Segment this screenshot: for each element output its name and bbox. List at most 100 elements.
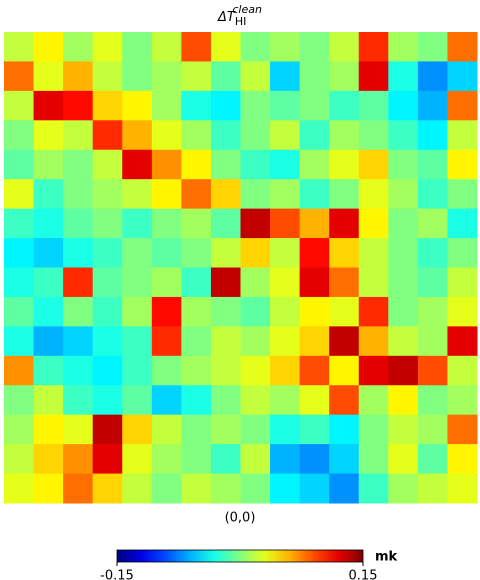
heatmap-cell <box>33 473 64 504</box>
heatmap-cell <box>4 32 35 62</box>
heatmap-cell <box>151 414 182 445</box>
heatmap-cell <box>417 267 448 298</box>
heatmap-cell <box>210 267 241 298</box>
heatmap-cell <box>329 90 360 121</box>
heatmap-cell <box>417 385 448 416</box>
heatmap-cell <box>4 355 35 386</box>
heatmap-cell <box>270 296 301 327</box>
heatmap-cell <box>181 473 212 504</box>
heatmap-cell <box>122 90 153 121</box>
heatmap-cell <box>4 296 35 327</box>
heatmap-cell <box>447 61 478 92</box>
heatmap-cell <box>92 61 123 92</box>
heatmap-cell <box>447 414 478 445</box>
heatmap-cell <box>358 238 389 268</box>
heatmap-cell <box>329 326 360 357</box>
heatmap-cell <box>358 90 389 121</box>
heatmap-cell <box>417 61 448 92</box>
heatmap-cell <box>299 296 330 327</box>
heatmap-cell <box>358 473 389 504</box>
heatmap-cell <box>33 267 64 298</box>
heatmap-cell <box>417 149 448 180</box>
heatmap-cell <box>33 296 64 327</box>
heatmap-cell <box>151 208 182 239</box>
heatmap-cell <box>447 473 478 504</box>
heatmap-cell <box>92 90 123 121</box>
heatmap-cell <box>358 414 389 445</box>
heatmap-cell <box>358 355 389 386</box>
heatmap-cell <box>417 120 448 151</box>
heatmap-cell <box>4 238 35 268</box>
heatmap-cell <box>122 296 153 327</box>
heatmap-cell <box>240 444 271 475</box>
heatmap-cell <box>270 208 301 239</box>
heatmap-cell <box>270 179 301 210</box>
heatmap-cell <box>122 444 153 475</box>
heatmap-cell <box>329 355 360 386</box>
heatmap-cell <box>299 326 330 357</box>
heatmap-cell <box>270 414 301 445</box>
colorbar <box>116 549 364 563</box>
heatmap-cell <box>181 326 212 357</box>
heatmap-cell <box>447 32 478 62</box>
heatmap-cell <box>181 90 212 121</box>
heatmap-cell <box>417 355 448 386</box>
heatmap-cell <box>151 61 182 92</box>
heatmap-cell <box>33 90 64 121</box>
heatmap-cell <box>210 32 241 62</box>
heatmap <box>4 32 478 504</box>
heatmap-cell <box>122 120 153 151</box>
heatmap-cell <box>299 208 330 239</box>
heatmap-cell <box>181 179 212 210</box>
heatmap-cell <box>210 473 241 504</box>
heatmap-cell <box>447 120 478 151</box>
heatmap-cell <box>92 208 123 239</box>
heatmap-cell <box>358 149 389 180</box>
heatmap-cell <box>388 120 419 151</box>
heatmap-cell <box>447 326 478 357</box>
heatmap-cell <box>63 32 94 62</box>
heatmap-cell <box>63 238 94 268</box>
heatmap-cell <box>181 149 212 180</box>
heatmap-cell <box>240 238 271 268</box>
heatmap-cell <box>33 444 64 475</box>
heatmap-cell <box>210 326 241 357</box>
heatmap-cell <box>181 355 212 386</box>
heatmap-cell <box>358 444 389 475</box>
title-sub: HI <box>235 15 247 28</box>
heatmap-cell <box>181 414 212 445</box>
heatmap-cell <box>388 414 419 445</box>
heatmap-cell <box>92 267 123 298</box>
heatmap-cell <box>92 149 123 180</box>
heatmap-cell <box>92 473 123 504</box>
heatmap-cell <box>122 414 153 445</box>
heatmap-cell <box>151 296 182 327</box>
heatmap-cell <box>4 267 35 298</box>
heatmap-cell <box>240 355 271 386</box>
heatmap-cell <box>447 444 478 475</box>
heatmap-cell <box>417 296 448 327</box>
heatmap-cell <box>33 149 64 180</box>
heatmap-cell <box>388 238 419 268</box>
heatmap-cell <box>33 120 64 151</box>
heatmap-cell <box>122 208 153 239</box>
heatmap-cell <box>388 149 419 180</box>
heatmap-cell <box>210 90 241 121</box>
heatmap-cell <box>358 120 389 151</box>
heatmap-cell <box>240 32 271 62</box>
heatmap-cell <box>240 208 271 239</box>
heatmap-cell <box>151 179 182 210</box>
colorbar-tick-label: -0.15 <box>100 569 134 580</box>
heatmap-cell <box>151 267 182 298</box>
heatmap-cell <box>270 120 301 151</box>
heatmap-cell <box>329 473 360 504</box>
heatmap-cell <box>33 414 64 445</box>
heatmap-cell <box>358 326 389 357</box>
heatmap-cell <box>388 355 419 386</box>
heatmap-cell <box>270 238 301 268</box>
heatmap-cell <box>63 473 94 504</box>
heatmap-cell <box>92 179 123 210</box>
heatmap-cell <box>388 208 419 239</box>
heatmap-cell <box>417 32 448 62</box>
